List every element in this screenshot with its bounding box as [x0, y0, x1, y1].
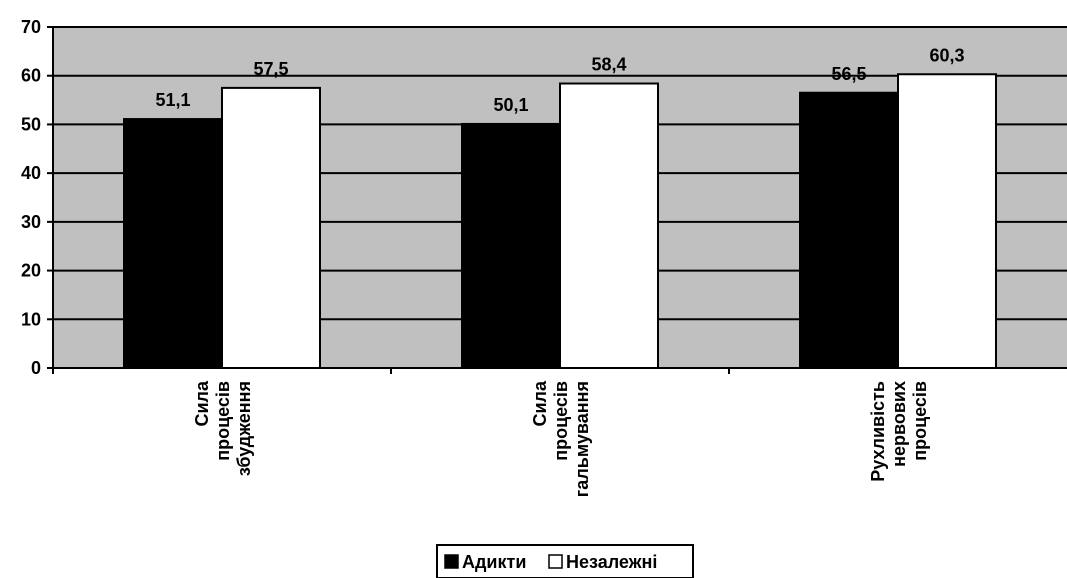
legend-label: Незалежні [566, 552, 657, 572]
category-label-line: нервових [889, 381, 909, 467]
data-label: 51,1 [155, 90, 190, 110]
y-tick-label: 70 [21, 17, 41, 37]
data-label: 60,3 [929, 45, 964, 65]
bar-series-2 [221, 86, 321, 370]
y-tick-label: 20 [21, 261, 41, 281]
axes [47, 26, 1067, 374]
category-label: Сила процесів збудження [192, 380, 254, 476]
y-tick-label: 30 [21, 212, 41, 232]
category-label-line: Сила [192, 380, 212, 426]
legend: Адикти Незалежні [436, 544, 694, 578]
y-tick-label: 10 [21, 309, 41, 329]
bars [123, 73, 997, 370]
bar-series-1 [799, 91, 899, 369]
data-label: 58,4 [591, 55, 626, 75]
data-label: 50,1 [493, 95, 528, 115]
data-label: 56,5 [831, 64, 866, 84]
category-label-line: гальмування [572, 381, 592, 497]
y-tick-label: 60 [21, 66, 41, 86]
category-label-line: збудження [234, 381, 254, 476]
y-tick-label: 50 [21, 114, 41, 134]
category-label-line: Рухливість [868, 381, 888, 482]
category-label-line: процесів [910, 381, 930, 461]
category-label-line: Сила [530, 380, 550, 426]
data-label: 57,5 [253, 59, 288, 79]
bar-series-1 [123, 118, 223, 369]
bar-series-2 [559, 82, 659, 369]
category-label: Рухливість нервових процесів [868, 381, 930, 482]
category-label-line: процесів [551, 381, 571, 461]
legend-box [436, 544, 694, 578]
y-tick-label: 0 [31, 358, 41, 378]
legend-swatch [548, 554, 563, 569]
legend-label: Адикти [462, 552, 526, 572]
bar-series-1 [461, 122, 561, 370]
category-label: Сила процесів гальмування [530, 380, 592, 497]
legend-swatch [444, 554, 459, 569]
category-label-line: процесів [213, 381, 233, 461]
y-tick-label: 40 [21, 163, 41, 183]
bar-series-2 [897, 73, 997, 369]
labels: 0 10 20 30 40 50 60 70 51,1 50,1 56,5 57,5 58,4 60,3 С… [21, 17, 965, 497]
